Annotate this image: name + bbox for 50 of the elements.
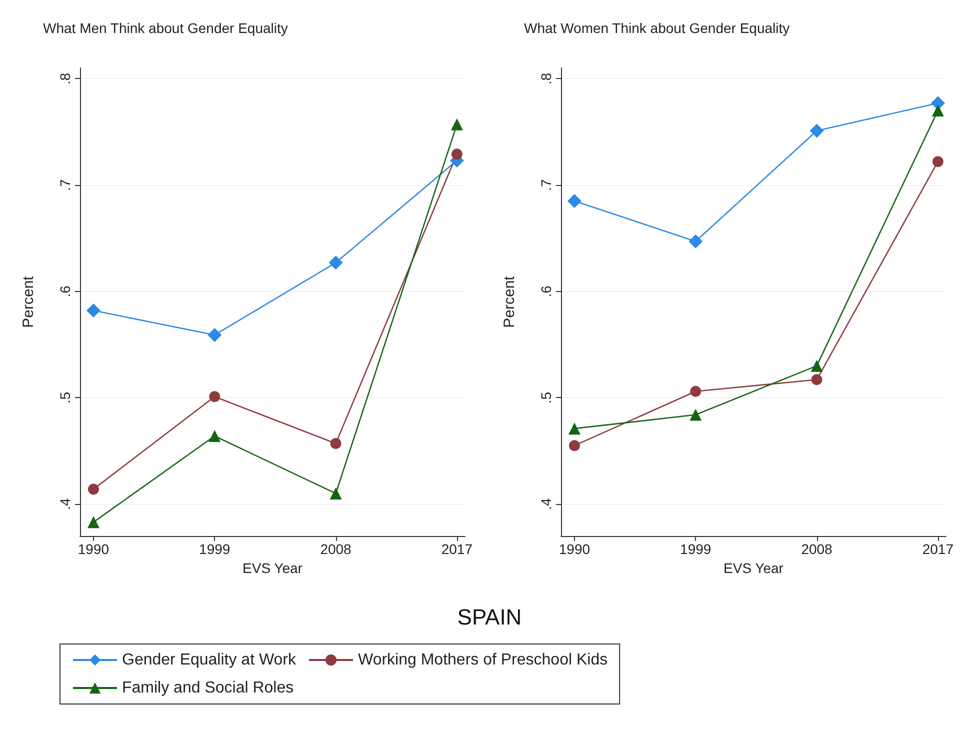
x-tick-label: 2017 (922, 541, 954, 557)
point (568, 440, 580, 452)
x-tick-label: 1990 (558, 541, 590, 557)
x-tick-label: 1990 (78, 541, 110, 557)
y-tick-label: .5 (538, 392, 554, 404)
point (932, 156, 944, 168)
point (209, 391, 220, 402)
point (208, 328, 222, 342)
y-axis-title: Percent (20, 275, 37, 328)
text: SPAIN (457, 604, 522, 630)
point (811, 374, 822, 386)
y-tick-label: .6 (538, 285, 554, 298)
point (208, 430, 221, 442)
chart-title: What Women Think about Gender Equality (524, 20, 790, 36)
point (451, 148, 462, 160)
x-tick-label: 2017 (441, 541, 473, 557)
point (810, 360, 823, 372)
x-tick-label: 2008 (320, 541, 352, 557)
point (86, 304, 100, 318)
x-tick-label: 2008 (801, 541, 833, 557)
point (810, 124, 824, 138)
chart-title: What Men Think about Gender Equality (43, 20, 288, 36)
point (690, 408, 702, 421)
point (688, 234, 703, 248)
y-tick-label: .7 (538, 178, 554, 191)
point (88, 484, 99, 495)
point (330, 487, 342, 500)
point (690, 386, 702, 397)
point (567, 194, 582, 208)
y-tick-label: .7 (57, 178, 73, 191)
legend-label: Family and Social Roles (122, 680, 294, 696)
y-tick-label: .4 (538, 498, 554, 510)
legend-label: Gender Equality at Work (122, 652, 298, 668)
y-tick-label: .5 (57, 392, 73, 404)
point (568, 422, 580, 435)
point (328, 256, 343, 270)
x-axis-title: EVS Year (724, 560, 784, 576)
point (450, 118, 463, 130)
y-tick-label: .8 (538, 72, 554, 84)
y-axis-title: Percent (501, 275, 518, 328)
y-tick-label: .8 (57, 72, 73, 84)
x-axis-title: EVS Year (242, 560, 303, 576)
y-tick-label: .4 (57, 498, 73, 510)
x-tick-label: 1999 (199, 541, 230, 557)
point (330, 438, 342, 449)
y-tick-label: .6 (57, 285, 73, 298)
x-tick-label: 1999 (680, 541, 712, 557)
legend-label: Working Mothers of Preschool Kids (358, 652, 608, 668)
point (932, 104, 944, 117)
point (87, 516, 100, 528)
